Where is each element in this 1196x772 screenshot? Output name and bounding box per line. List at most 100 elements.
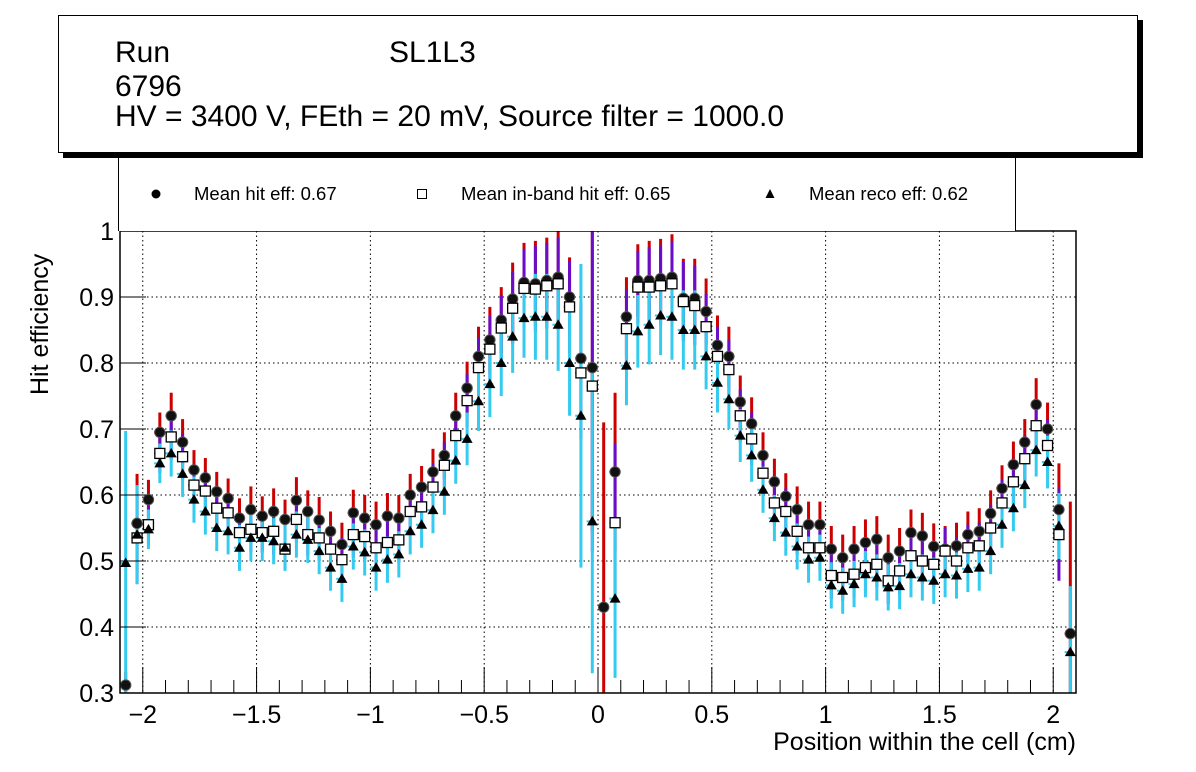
inband-eff-point xyxy=(734,410,746,422)
inband-eff-point xyxy=(757,467,769,479)
reco-eff-point xyxy=(234,542,245,552)
inband-eff-point xyxy=(620,323,633,335)
hit-eff-point xyxy=(1030,398,1042,411)
layer-name: SL1L3 xyxy=(389,36,476,69)
x-tick-label: −1.5 xyxy=(232,701,281,729)
hit-eff-point xyxy=(973,525,985,537)
reco-eff-point xyxy=(165,447,177,458)
reco-eff-point xyxy=(222,525,234,536)
reco-eff-point xyxy=(427,504,439,515)
inband-eff-point xyxy=(381,536,394,549)
y-tick-label: 0.4 xyxy=(79,614,114,642)
reco-eff-point xyxy=(643,319,655,329)
hit-eff-point xyxy=(928,540,940,553)
inband-eff-point xyxy=(211,502,223,514)
hit-eff-point xyxy=(461,382,473,394)
reco-eff-point xyxy=(848,578,860,589)
inband-eff-point xyxy=(188,479,200,491)
reco-eff-point xyxy=(780,527,792,537)
hit-eff-point xyxy=(176,436,189,448)
inband-eff-point xyxy=(837,571,849,584)
y-tick-label: 0.7 xyxy=(79,416,114,444)
hit-eff-point xyxy=(916,530,929,542)
hit-eff-point xyxy=(575,352,587,365)
x-tick-label: −2 xyxy=(129,701,158,729)
reco-eff-point xyxy=(211,522,223,532)
inband-eff-point xyxy=(711,350,724,363)
hit-eff-point xyxy=(882,552,894,564)
reco-eff-point xyxy=(1042,456,1054,466)
hit-eff-point xyxy=(415,481,428,493)
reco-eff-point xyxy=(700,350,712,361)
data-markers xyxy=(119,271,1077,691)
reco-eff-point xyxy=(962,563,974,573)
reco-eff-point xyxy=(131,529,143,539)
hit-eff-point xyxy=(609,466,621,478)
reco-eff-point xyxy=(154,457,166,468)
reco-eff-point xyxy=(564,357,576,367)
inband-eff-point xyxy=(780,505,792,518)
reco-eff-point xyxy=(279,542,291,552)
inband-eff-point xyxy=(996,497,1008,509)
hit-eff-point xyxy=(563,291,576,303)
axis-ticks xyxy=(119,230,1077,694)
open-square-marker-icon xyxy=(417,189,427,199)
reco-eff-point xyxy=(1019,479,1031,490)
y-tick-label: 0.6 xyxy=(79,482,114,510)
hit-eff-point xyxy=(962,528,974,541)
reco-eff-point xyxy=(381,554,393,564)
reco-eff-point xyxy=(905,568,917,579)
inband-eff-point xyxy=(370,542,382,554)
inband-eff-point xyxy=(552,278,564,290)
inband-eff-point xyxy=(586,380,598,392)
reco-eff-point xyxy=(438,486,450,496)
inband-eff-point xyxy=(563,301,576,313)
reco-eff-point xyxy=(199,506,211,516)
hit-eff-point xyxy=(848,543,860,555)
hit-eff-point xyxy=(245,503,257,516)
reco-eff-point xyxy=(757,484,769,494)
inband-eff-point xyxy=(1030,420,1042,432)
reco-eff-point xyxy=(837,585,849,595)
reco-eff-point xyxy=(313,545,325,556)
y-axis-label: Hit efficiency xyxy=(26,253,54,395)
y-tick-label: 0.9 xyxy=(79,284,114,312)
inband-eff-point xyxy=(427,481,439,493)
hit-eff-point xyxy=(814,519,826,531)
reco-eff-point xyxy=(370,562,382,572)
reco-eff-point xyxy=(552,319,564,329)
reco-eff-point xyxy=(256,532,268,542)
hit-eff-point xyxy=(745,418,758,430)
hit-eff-point xyxy=(825,543,838,555)
inband-eff-point xyxy=(939,545,951,557)
hit-eff-point xyxy=(393,512,405,524)
inband-eff-point xyxy=(313,532,325,544)
filled-triangle-marker-icon xyxy=(765,189,775,198)
inband-eff-point xyxy=(871,558,883,570)
inband-eff-point xyxy=(472,361,485,374)
inband-eff-point xyxy=(609,517,621,529)
hit-eff-point xyxy=(700,305,712,318)
hit-eff-point xyxy=(313,514,325,526)
inband-eff-point xyxy=(632,281,644,293)
inband-eff-point xyxy=(541,280,553,292)
inband-eff-point xyxy=(495,322,507,334)
legend-label: Mean hit eff: 0.67 xyxy=(194,183,337,204)
reco-eff-point xyxy=(1007,502,1019,513)
hit-eff-point xyxy=(290,494,303,506)
hit-eff-point xyxy=(472,350,485,363)
y-tick-label: 0.5 xyxy=(79,548,114,576)
inband-eff-point xyxy=(677,295,690,308)
inband-eff-point xyxy=(1007,476,1020,488)
inband-eff-point xyxy=(916,555,929,567)
legend-label: Mean in-band hit eff: 0.65 xyxy=(461,183,671,204)
tick-labels: −2 −1.5 −1 −0.5 0 0.5 1 1.5 2 0.3 0.4 0.5 0.6 0.7 0.8 0… xyxy=(79,218,1060,729)
x-tick-label: −1 xyxy=(356,701,385,729)
hit-eff-point xyxy=(586,361,599,374)
inband-eff-point xyxy=(814,542,826,554)
hit-eff-point xyxy=(404,489,416,501)
inband-eff-point xyxy=(461,394,473,407)
hit-eff-point xyxy=(1064,627,1077,640)
x-tick-label: −0.5 xyxy=(460,701,509,729)
inband-eff-point xyxy=(324,543,337,555)
